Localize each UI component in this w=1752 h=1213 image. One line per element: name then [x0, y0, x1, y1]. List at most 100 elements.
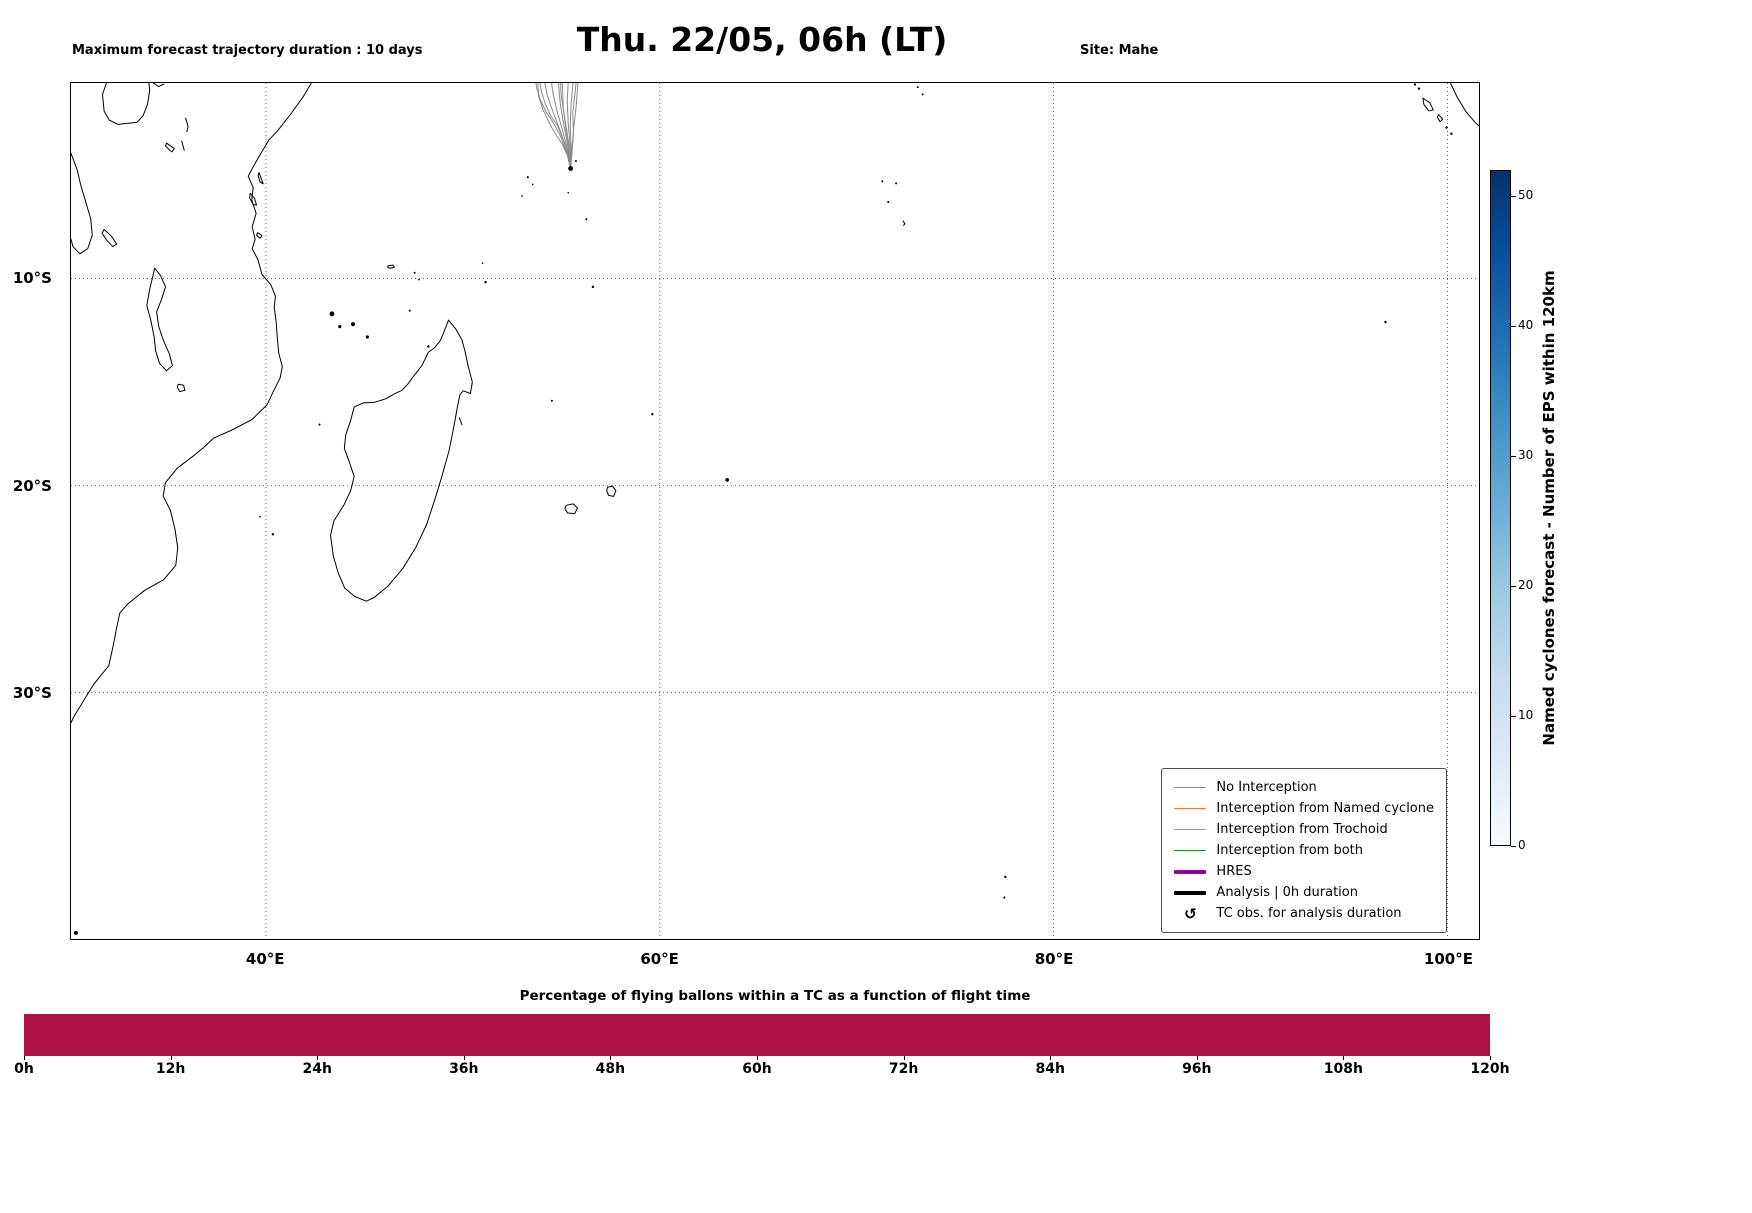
balloon-trajectory [571, 83, 577, 168]
flight-time-tick-mark [1050, 1056, 1052, 1060]
coastline [459, 418, 462, 425]
balloon-trajectory [560, 83, 570, 168]
flight-time-tick-mark [757, 1056, 758, 1060]
legend-line-sample [1174, 828, 1207, 831]
colorbar-tick-label: 40 [1518, 318, 1534, 332]
coastline [182, 141, 185, 150]
coastline [258, 173, 263, 184]
island-dot [1413, 83, 1417, 86]
header-left-line-1: Maximum forecast trajectory duration : 1… [72, 43, 423, 58]
flight-time-tick-label: 96h [1182, 1061, 1212, 1077]
balloon-trajectory [540, 83, 571, 168]
lat-tick-label: 20°S [12, 476, 52, 495]
coastline [177, 384, 184, 391]
legend-item: Interception from Named cyclone [1174, 798, 1434, 819]
legend-item-label: HRES [1216, 864, 1252, 879]
legend-line-sample [1174, 786, 1207, 789]
flight-time-tick-mark [463, 1056, 465, 1060]
balloon-trajectory [538, 83, 571, 168]
island-dot [881, 180, 884, 183]
island-dot [585, 218, 588, 221]
island-dot [484, 280, 487, 284]
island-dot [351, 322, 355, 327]
coastline [607, 486, 616, 496]
flight-time-bar [24, 1014, 1490, 1056]
island-dot [1003, 896, 1006, 899]
colorbar-tick-label: 0 [1518, 838, 1526, 852]
colorbar-tick-label: 10 [1518, 708, 1534, 722]
island-dot [1445, 126, 1448, 129]
coastline [186, 118, 189, 131]
lon-tick-label: 40°E [245, 950, 285, 968]
map-canvas [71, 83, 1479, 939]
legend-item-label: Interception from Trochoid [1216, 822, 1388, 837]
legend-item-label: No Interception [1216, 780, 1317, 795]
coastline [102, 229, 117, 246]
legend: No Interception Interception from Named c… [1161, 768, 1447, 933]
flight-time-tick-label: 72h [888, 1061, 919, 1077]
legend-item: Analysis | 0h duration [1174, 882, 1434, 903]
colorbar-tick-mark [1511, 456, 1516, 457]
island-dot [259, 515, 261, 518]
island-dot [1417, 87, 1421, 90]
island-dot [651, 412, 654, 416]
coastline [903, 221, 905, 225]
lon-tick-label: 60°E [640, 950, 679, 968]
island-dot [550, 399, 553, 402]
island-dot [1450, 132, 1453, 135]
balloon-trajectory [551, 83, 570, 168]
island-dot [481, 262, 484, 264]
colorbar-label: Named cyclones forecast - Number of EPS … [1540, 270, 1558, 746]
coastline [71, 83, 311, 723]
balloon-trajectory [545, 83, 571, 168]
coastline [153, 83, 164, 87]
analysis-position [568, 166, 573, 171]
flight-time-tick-mark [1196, 1056, 1198, 1060]
island-dot [921, 93, 924, 96]
lat-tick-label: 10°S [12, 269, 52, 288]
legend-line-sample [1174, 807, 1207, 810]
legend-item: ↺ TC obs. for analysis duration [1174, 903, 1434, 924]
island-dot [73, 930, 78, 935]
island-dot [574, 160, 577, 163]
colorbar [1490, 170, 1511, 846]
island-dot [329, 311, 335, 317]
coastline [147, 268, 173, 370]
colorbar-tick-label: 50 [1518, 188, 1534, 202]
coastline [257, 233, 263, 239]
island-dot [427, 345, 430, 348]
flight-time-tick-label: 12h [155, 1061, 186, 1077]
island-dot [365, 335, 369, 339]
coastline [166, 143, 175, 152]
island-dot [408, 309, 411, 312]
island-dot [567, 191, 570, 194]
bottom-chart-title: Percentage of flying ballons within a TC… [519, 988, 1031, 1004]
flight-time-tick-label: 108h [1323, 1061, 1363, 1077]
coastline [1437, 115, 1442, 122]
island-dot [591, 285, 595, 289]
site-line: Site: Mahe [1080, 43, 1159, 58]
lat-tick-label: 30°S [12, 684, 52, 703]
legend-item-label: Interception from Named cyclone [1216, 801, 1434, 816]
balloon-trajectory [536, 83, 571, 168]
coastline [103, 83, 150, 124]
island-dot [1004, 875, 1007, 879]
colorbar-tick-mark [1511, 846, 1516, 847]
coastline [71, 153, 92, 253]
tc-obs-icon: ↺ [1184, 904, 1197, 923]
flight-time-tick-mark [24, 1056, 25, 1060]
flight-time-tick-mark [170, 1056, 172, 1060]
island-dot [531, 183, 534, 186]
island-dot [887, 200, 890, 204]
flight-time-tick-label: 84h [1035, 1061, 1065, 1077]
island-dot [526, 176, 529, 179]
colorbar-tick-mark [1511, 326, 1516, 327]
flight-time-tick-label: 120h [1470, 1061, 1510, 1077]
island-dot [271, 533, 275, 536]
legend-item: Interception from Trochoid [1174, 819, 1434, 840]
island-dot [338, 324, 342, 329]
legend-item: Interception from both [1174, 840, 1434, 861]
coastline [331, 320, 473, 601]
coastline [565, 504, 578, 514]
island-dot [895, 182, 898, 185]
